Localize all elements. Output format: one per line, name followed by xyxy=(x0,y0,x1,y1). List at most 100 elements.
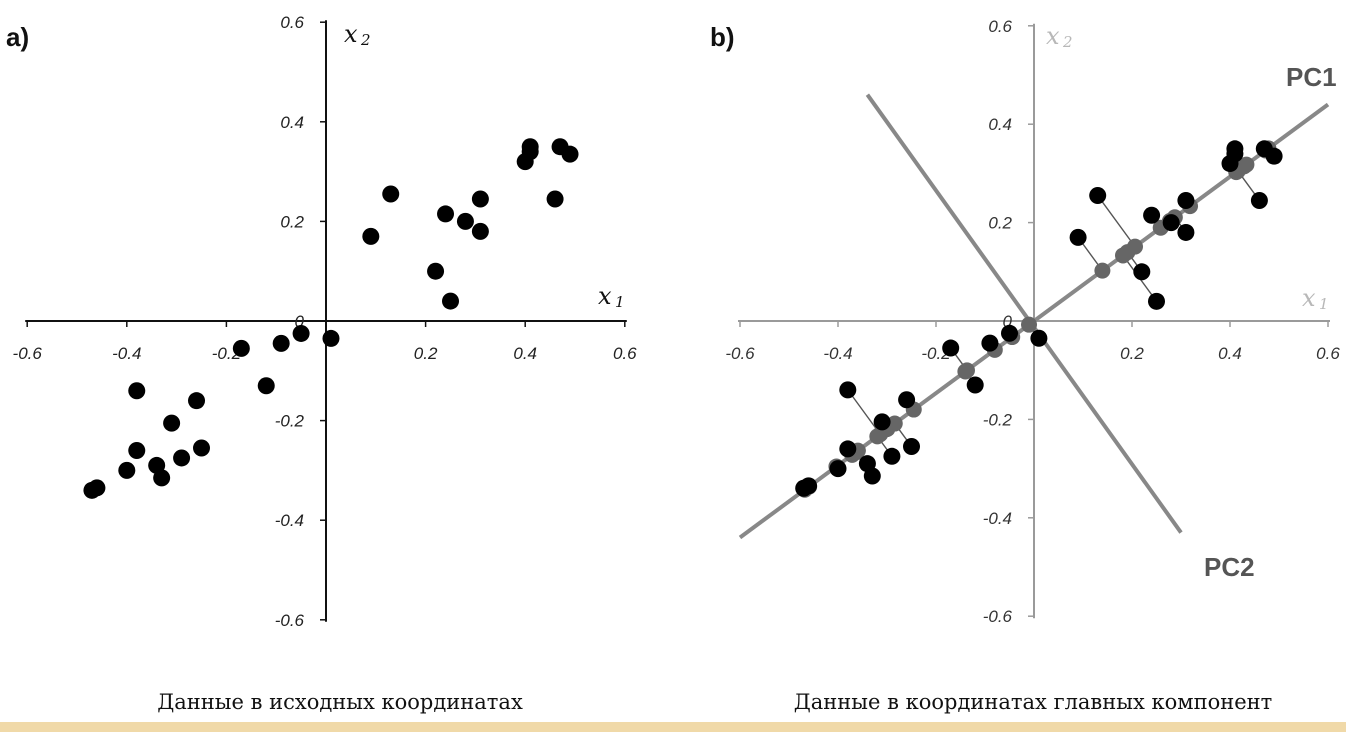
data-point xyxy=(471,190,489,208)
data-point xyxy=(1250,191,1268,209)
projected-point xyxy=(957,363,974,380)
x-axis-subscript: 1 xyxy=(1319,295,1329,313)
x-tick-label: 0.2 xyxy=(1120,344,1144,363)
data-point xyxy=(442,292,459,310)
y-tick-label: -0.4 xyxy=(275,511,304,530)
data-point xyxy=(362,227,380,245)
y-tick-label: -0.6 xyxy=(983,607,1013,626)
x-tick-label: -0.6 xyxy=(13,344,43,363)
projected-point xyxy=(1094,262,1111,279)
bottom-strip xyxy=(0,722,1346,732)
panel-label: a) xyxy=(6,22,29,52)
data-point xyxy=(232,339,250,357)
projected-point xyxy=(872,426,889,443)
projection-line xyxy=(1097,195,1136,248)
data-point xyxy=(1133,263,1151,281)
y-tick-label: 0.2 xyxy=(280,212,304,231)
x-tick-label: 0.2 xyxy=(414,344,438,363)
x-tick-label: -0.4 xyxy=(823,344,852,363)
y-tick-label: -0.6 xyxy=(275,611,305,630)
y-axis-name: x xyxy=(344,20,358,48)
origin-tick-label: 0 xyxy=(295,312,305,331)
data-point xyxy=(1162,214,1180,232)
data-point xyxy=(839,440,857,458)
data-point xyxy=(898,391,916,409)
data-point xyxy=(1148,292,1165,310)
pc2-label: PC2 xyxy=(1204,552,1255,582)
x-tick-label: 0.4 xyxy=(1218,344,1242,363)
y-tick-label: 0.6 xyxy=(988,17,1012,36)
data-point xyxy=(272,334,290,352)
panel-a: -0.6 -0.4 -0.2 0.2 0.4 0.60.60.40.20-0.2-0.4-… xyxy=(6,13,637,630)
y-axis-subscript: 2 xyxy=(360,31,371,49)
data-point xyxy=(88,479,106,497)
data-point xyxy=(193,439,210,457)
x-axis-subscript: 1 xyxy=(615,293,625,311)
data-point xyxy=(437,205,455,223)
x-tick-label: 0.6 xyxy=(1316,344,1340,363)
data-point xyxy=(153,469,171,487)
data-point xyxy=(1030,329,1048,347)
origin-tick-label: 0 xyxy=(1003,312,1013,331)
data-point xyxy=(800,477,818,495)
data-point xyxy=(1001,324,1018,342)
data-point xyxy=(1143,206,1161,224)
data-point xyxy=(1069,228,1087,246)
data-point xyxy=(257,377,275,395)
caption-panel-a: Данные в исходных координатах xyxy=(157,690,523,714)
data-point xyxy=(521,138,539,156)
y-tick-label: 0.4 xyxy=(988,115,1012,134)
data-point xyxy=(118,461,136,479)
data-point xyxy=(382,185,400,203)
data-point xyxy=(163,414,181,432)
data-point xyxy=(322,329,340,347)
data-point xyxy=(546,190,564,208)
y-axis-name: x xyxy=(1046,22,1060,50)
data-point xyxy=(1089,187,1107,205)
panel-label: b) xyxy=(710,22,735,52)
y-tick-label: 0.6 xyxy=(280,13,304,32)
projected-point xyxy=(1021,316,1038,333)
data-point xyxy=(1226,140,1244,158)
panel-b: -0.6 -0.4 -0.2 0.2 0.4 0.60.60.40.20-0.2-0.4-… xyxy=(710,17,1340,626)
data-point xyxy=(561,145,579,163)
projected-point xyxy=(886,415,903,432)
y-tick-label: 0.4 xyxy=(280,113,304,132)
data-point xyxy=(981,334,999,352)
y-tick-label: -0.2 xyxy=(275,412,305,431)
y-tick-label: 0.2 xyxy=(988,214,1012,233)
x-tick-label: 0.4 xyxy=(513,344,537,363)
data-point xyxy=(427,262,445,280)
x-tick-label: -0.6 xyxy=(725,344,755,363)
y-tick-label: -0.4 xyxy=(983,509,1012,528)
data-point xyxy=(873,413,891,431)
data-point xyxy=(1265,147,1283,165)
data-point xyxy=(829,460,847,478)
pc2-axis-line xyxy=(865,93,1183,534)
y-axis-subscript: 2 xyxy=(1062,33,1073,51)
data-point xyxy=(966,376,984,394)
x-axis-name: x xyxy=(1302,284,1316,312)
projected-point xyxy=(1115,247,1132,264)
data-point xyxy=(173,449,191,467)
y-tick-label: -0.2 xyxy=(983,410,1013,429)
data-point xyxy=(471,222,489,240)
caption-panel-b: Данные в координатах главных компонент xyxy=(793,690,1273,714)
data-point xyxy=(128,382,146,400)
projection-line xyxy=(847,389,881,435)
pc1-label: PC1 xyxy=(1286,62,1337,92)
x-tick-label: 0.6 xyxy=(613,344,637,363)
data-point xyxy=(903,437,920,455)
x-tick-label: -0.4 xyxy=(112,344,141,363)
data-point xyxy=(839,381,857,399)
data-point xyxy=(863,467,881,485)
data-point xyxy=(883,447,901,465)
data-point xyxy=(292,324,310,342)
data-point xyxy=(188,392,206,410)
data-point xyxy=(942,339,960,357)
x-axis-name: x xyxy=(598,282,612,310)
data-point xyxy=(128,441,146,459)
data-point xyxy=(1177,223,1195,241)
